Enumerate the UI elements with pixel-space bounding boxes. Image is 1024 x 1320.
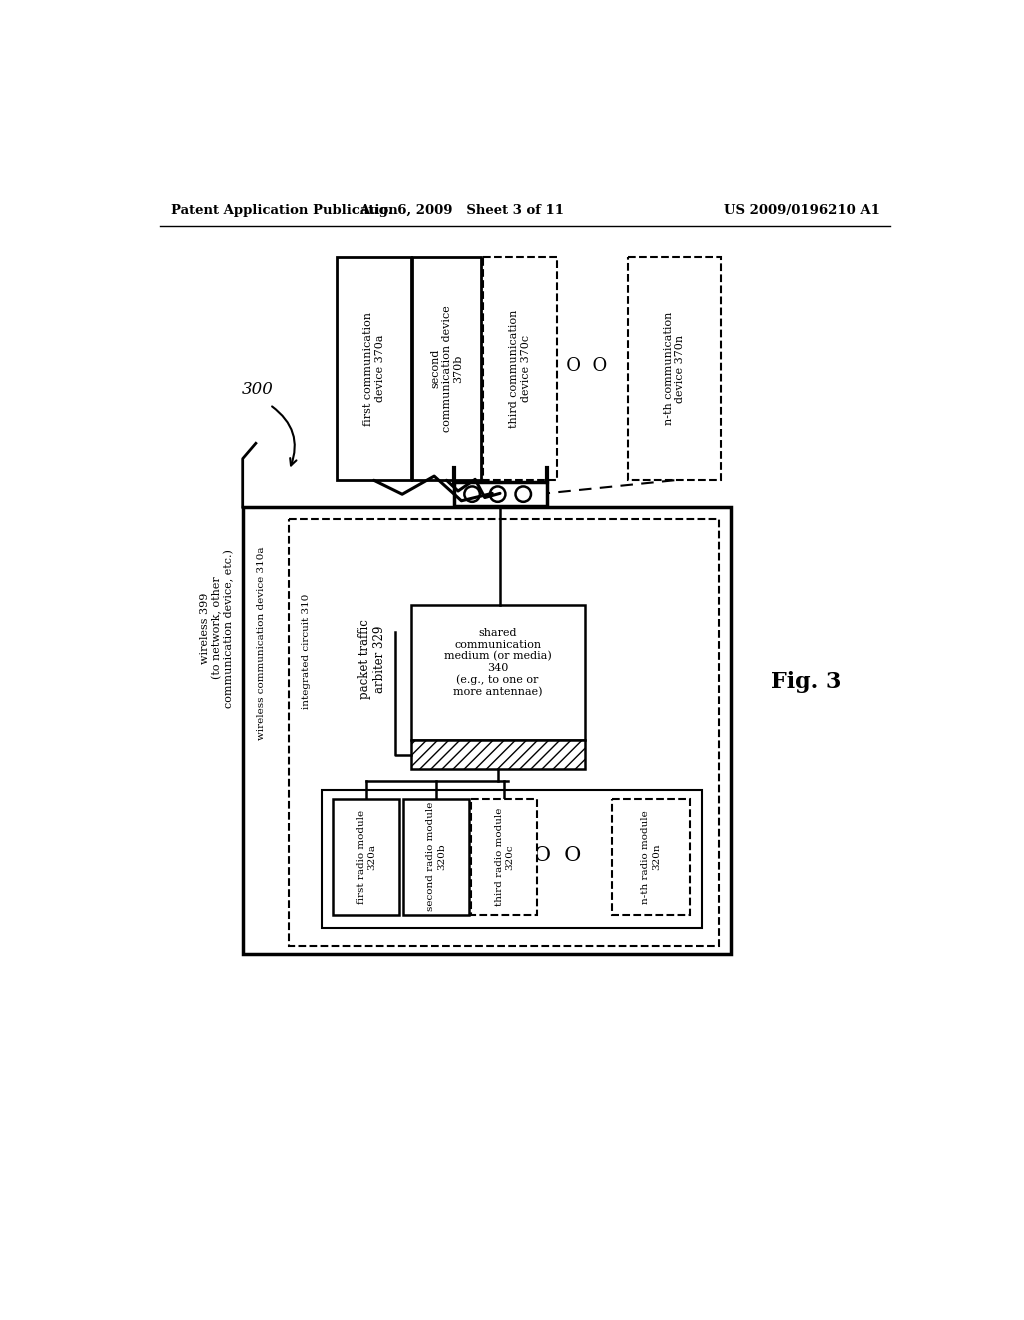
Bar: [411, 739, 586, 770]
Text: third radio module
320c: third radio module 320c: [495, 808, 514, 906]
Text: US 2009/0196210 A1: US 2009/0196210 A1: [724, 205, 880, 218]
FancyArrowPatch shape: [272, 407, 297, 466]
Text: third communication
device 370c: third communication device 370c: [509, 309, 530, 428]
Bar: [628, 257, 721, 480]
Text: integrated circuit 310: integrated circuit 310: [302, 594, 310, 709]
Text: Fig. 3: Fig. 3: [771, 671, 842, 693]
Text: shared
communication
medium (or media)
340
(e.g., to one or
more antennae): shared communication medium (or media) 3…: [443, 628, 552, 697]
Text: 300: 300: [243, 381, 274, 397]
Text: Aug. 6, 2009   Sheet 3 of 11: Aug. 6, 2009 Sheet 3 of 11: [358, 205, 564, 218]
Text: wireless 399
(to network, other
communication device, etc.): wireless 399 (to network, other communic…: [200, 549, 234, 708]
Text: second radio module
320b: second radio module 320b: [426, 803, 445, 912]
Text: n-th communication
device 370n: n-th communication device 370n: [664, 312, 685, 425]
Bar: [471, 799, 538, 915]
Bar: [243, 507, 731, 954]
Text: Patent Application Publication: Patent Application Publication: [171, 205, 397, 218]
Bar: [334, 799, 399, 915]
Text: O  O  O: O O O: [540, 358, 607, 375]
Text: O  O: O O: [535, 846, 582, 865]
Text: wireless communication device 310a: wireless communication device 310a: [257, 546, 266, 741]
Bar: [612, 799, 690, 915]
Text: first radio module
320a: first radio module 320a: [356, 809, 376, 904]
Bar: [411, 605, 586, 739]
Bar: [289, 519, 719, 946]
Text: packet traffic
arbiter 329: packet traffic arbiter 329: [358, 619, 386, 698]
Text: second
communication device
370b: second communication device 370b: [430, 305, 463, 432]
Bar: [322, 789, 701, 928]
Text: n-th radio module
320n: n-th radio module 320n: [641, 810, 660, 904]
Text: first communication
device 370a: first communication device 370a: [364, 312, 385, 425]
Bar: [454, 482, 547, 507]
Bar: [403, 799, 469, 915]
Bar: [483, 257, 557, 480]
Bar: [337, 257, 411, 480]
Bar: [412, 257, 481, 480]
